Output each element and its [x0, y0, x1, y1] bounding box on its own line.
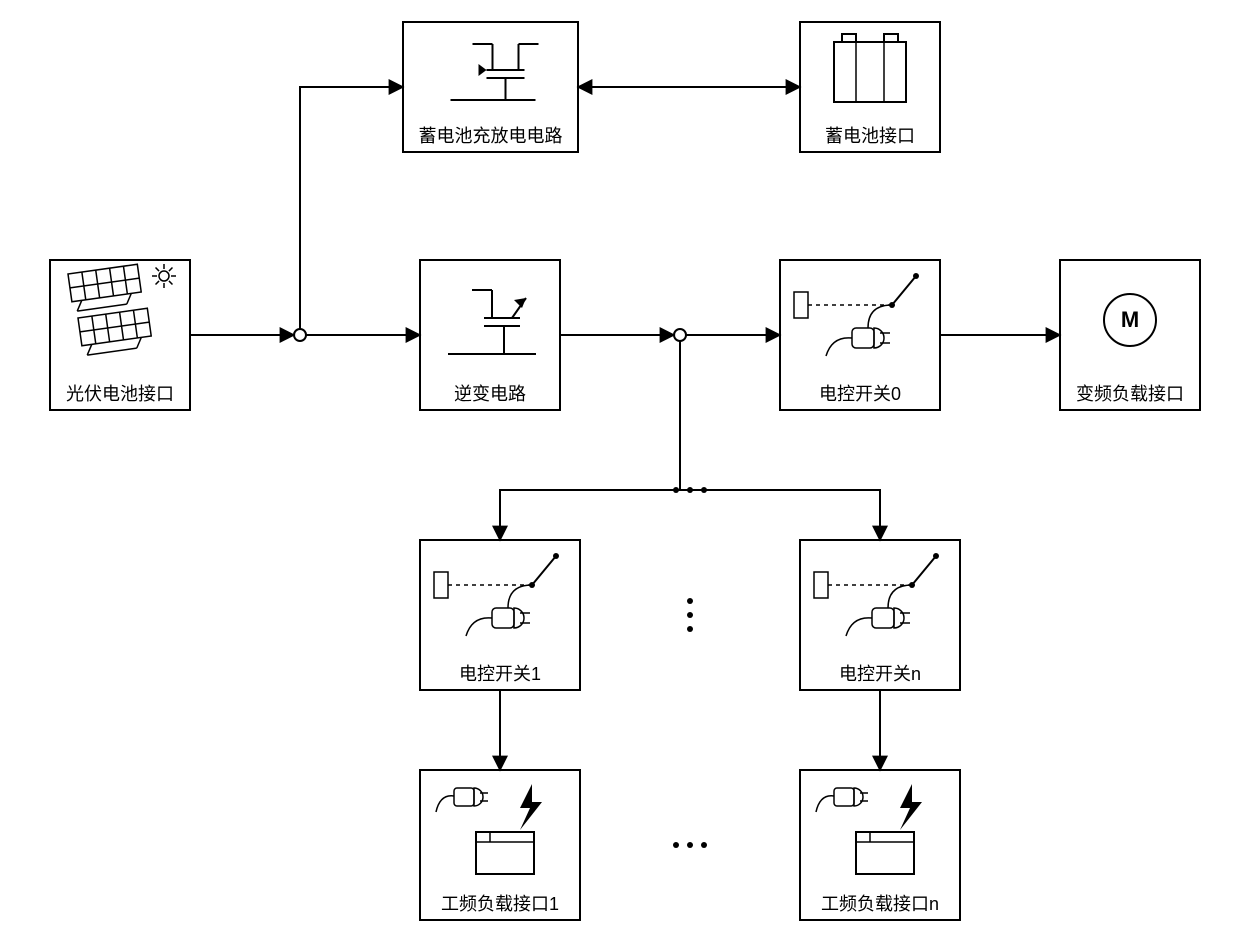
node-load1: 工频负载接口1 — [420, 770, 580, 920]
node-battery: 蓄电池接口 — [800, 22, 940, 152]
node-label: 电控开关0 — [819, 384, 901, 404]
node-label: 工频负载接口n — [821, 894, 939, 914]
edge — [500, 490, 680, 540]
node-label: 电控开关n — [839, 664, 921, 684]
motor-icon: M — [1104, 294, 1156, 346]
ellipsis — [673, 487, 707, 493]
node-label: 逆变电路 — [454, 384, 526, 404]
node-swn: 电控开关n — [800, 540, 960, 690]
node-charger: 蓄电池充放电电路 — [403, 22, 578, 152]
switch-icon — [794, 273, 919, 356]
node-pv: 光伏电池接口 — [50, 260, 190, 410]
node-label: 变频负载接口 — [1076, 384, 1184, 404]
node-label: 蓄电池充放电电路 — [419, 126, 563, 146]
ellipsis — [673, 842, 707, 848]
edge — [300, 87, 403, 329]
switch-icon — [814, 553, 939, 636]
switch-icon — [434, 553, 559, 636]
node-inverter: 逆变电路 — [420, 260, 560, 410]
node-label: 蓄电池接口 — [825, 126, 915, 146]
igbt-icon — [448, 290, 536, 354]
ellipsis — [687, 598, 693, 632]
node-label: 光伏电池接口 — [66, 384, 174, 404]
node-motor: M 变频负载接口 — [1060, 260, 1200, 410]
node-sw1: 电控开关1 — [420, 540, 580, 690]
edge — [680, 490, 880, 540]
node-label: 电控开关1 — [459, 664, 541, 684]
junction-j2 — [674, 329, 686, 341]
load-icon — [816, 784, 922, 874]
mosfet-icon — [451, 44, 539, 100]
battery-icon — [834, 34, 906, 102]
node-loadn: 工频负载接口n — [800, 770, 960, 920]
node-label: 工频负载接口1 — [441, 894, 559, 914]
node-sw0: 电控开关0 — [780, 260, 940, 410]
svg-text:M: M — [1121, 307, 1139, 332]
pv-icon — [68, 264, 176, 356]
load-icon — [436, 784, 542, 874]
junction-j1 — [294, 329, 306, 341]
